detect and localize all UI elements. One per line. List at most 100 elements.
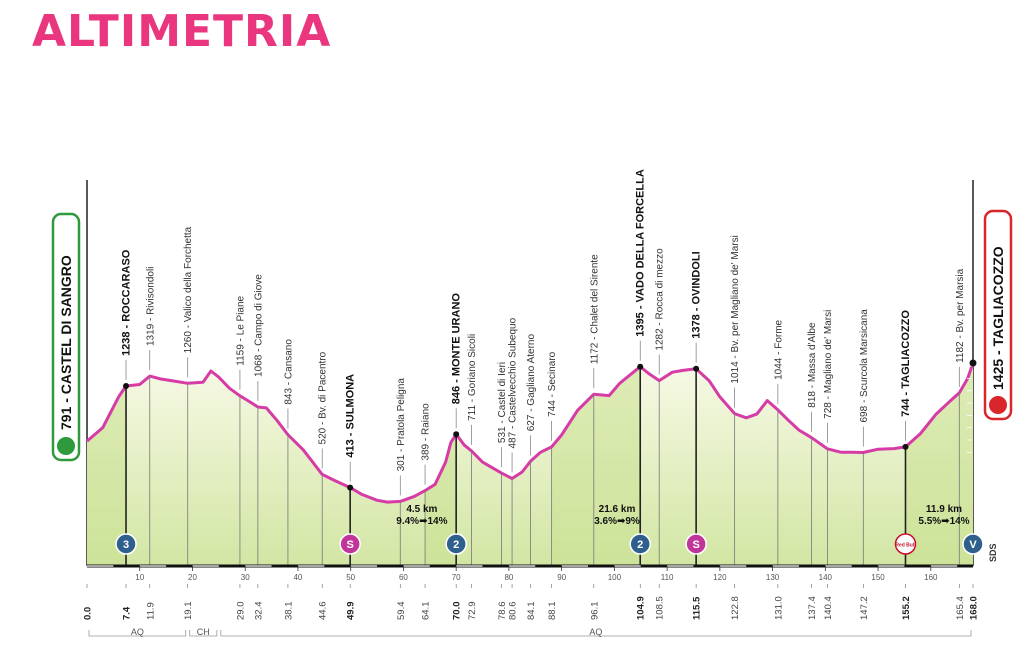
marker-dot [347, 484, 354, 491]
place-label: 1182 - Bv. per Marsia [955, 268, 966, 363]
place-label: 843 - Cansano [283, 339, 294, 405]
place-label: 1014 - Bv. per Magliano de' Marsi [730, 235, 741, 383]
gpm-badge-label: 2 [453, 539, 459, 551]
km-label: 147.2 [859, 596, 870, 620]
region-label: AQ [589, 627, 602, 637]
km-label: 44.6 [318, 602, 329, 621]
km-label: 19.1 [183, 602, 194, 621]
km-label: 84.1 [526, 602, 537, 621]
place-label: 1159 - Le Piane [235, 295, 246, 365]
bike-icon [57, 437, 75, 455]
climb-section-3 [905, 363, 973, 566]
place-label: 698 - Scurcola Marsicana [859, 309, 870, 423]
km-label: 137.4 [807, 596, 818, 620]
start-endpoint-label: 791 - CASTEL DI SANGRO [58, 255, 74, 430]
axis-tick-label: 30 [241, 573, 250, 582]
marker-dot [693, 365, 700, 372]
gpm-badge-icon [115, 533, 137, 555]
region-bracket [220, 630, 972, 637]
place-label: 728 - Magliano de' Marsi [823, 310, 834, 419]
km-label: 131.0 [773, 596, 784, 620]
climb-length-label: 21.6 km [599, 504, 636, 515]
km-label: 108.5 [655, 596, 666, 620]
km-label: 115.5 [692, 596, 703, 620]
km-label: 168.0 [969, 596, 980, 620]
place-label: 1172 - Chalet del Sirente [589, 254, 600, 364]
axis-tick-label: 20 [188, 573, 197, 582]
km-label: 80.6 [508, 602, 519, 621]
profile-area-layer [86, 180, 975, 566]
km-label: 29.0 [235, 602, 246, 621]
place-label: 711 - Goriano Sicoli [467, 334, 478, 421]
climb-section-0 [87, 386, 127, 566]
axis-tick-label: 160 [924, 573, 938, 582]
axis-tick-label: 80 [504, 573, 513, 582]
place-label: 520 - Bv. di Pacentro [318, 351, 329, 444]
place-label: 744 - TAGLIACOZZO [900, 310, 912, 417]
climb-length-label: 4.5 km [406, 504, 437, 515]
sprint-badge-label: S [692, 539, 699, 551]
start-endpoint: 791 - CASTEL DI SANGRO [51, 212, 81, 462]
km-label: 104.9 [636, 596, 647, 620]
km-label: 140.4 [823, 596, 834, 620]
axis-tick-label: 60 [399, 573, 408, 582]
badge-layer: 3 S 2 2 S Red Bull V 4.5 km9.4%➡14% 21.6 km3.6%➡… [115, 504, 984, 555]
place-label: 818 - Massa d'Albe [807, 322, 818, 408]
climb-section-2 [551, 366, 641, 566]
place-label: 301 - Pratola Peligna [396, 378, 407, 472]
climb-gradient-label: 5.5%➡14% [918, 516, 969, 527]
bike-icon [989, 396, 1007, 414]
marker-dot [637, 363, 644, 370]
page-title: ALTIMETRIA [32, 6, 332, 57]
finish-badge-icon [962, 533, 984, 555]
axis-tick-label: 110 [661, 573, 674, 582]
place-label: 846 - MONTE URANO [451, 293, 463, 405]
place-label: 413 - SULMONA [345, 374, 357, 458]
km-label: 70.0 [452, 602, 463, 621]
gpm-badge-icon [629, 533, 651, 555]
axis-tick-label: 10 [135, 573, 144, 582]
km-label: 78.6 [497, 602, 508, 621]
sprint-badge-label: S [346, 539, 353, 551]
region-bracket [189, 630, 218, 637]
km-label: 155.2 [901, 596, 912, 620]
km-label: 32.4 [253, 602, 264, 621]
axis-tick-label: 90 [557, 573, 566, 582]
finish-endpoint: 1425 - TAGLIACOZZO [983, 209, 1013, 421]
place-label: 1044 - Forme [773, 319, 784, 379]
finish-endpoint-label: 1425 - TAGLIACOZZO [990, 246, 1006, 390]
axis-tick-label: 140 [819, 573, 833, 582]
place-label: 389 - Raiano [421, 403, 432, 461]
km-label: 38.1 [283, 602, 294, 621]
place-label: 1238 - ROCCARASO [121, 249, 133, 356]
start-endpoint-frame [51, 212, 81, 462]
redbull-km-label: Red Bull [895, 543, 916, 549]
km-label: 122.8 [730, 596, 741, 620]
place-label: 1282 - Rocca di mezzo [655, 248, 666, 351]
place-label: 744 - Secinaro [547, 351, 558, 416]
sprint-badge-icon [339, 533, 361, 555]
climb-gradient-label: 9.4%➡14% [396, 516, 447, 527]
km-label: 165.4 [955, 596, 966, 620]
region-label: CH [197, 627, 210, 637]
km-label: 96.1 [589, 602, 600, 621]
finish-badge-label: V [969, 539, 977, 551]
place-label: 1068 - Campo di Giove [253, 274, 264, 377]
climb-section-1 [425, 434, 457, 566]
x-axis: 10 20 30 40 50 60 70 80 90 100 110 120 130 140 150 160 0… [83, 564, 980, 637]
marker-dot [902, 443, 909, 450]
climb-length-label: 11.9 km [926, 504, 962, 515]
finish-endpoint-frame [983, 209, 1013, 421]
region-bracket [88, 630, 187, 637]
axis-tick-label: 150 [871, 573, 885, 582]
place-label: 1260 - Valico della Forchetta [183, 226, 194, 353]
sds-label: SDS [988, 543, 998, 562]
profile-area [87, 363, 973, 566]
gpm-badge-label: 2 [637, 539, 643, 551]
place-label: 1378 - OVINDOLI [691, 251, 703, 338]
axis-tick-label: 50 [346, 573, 355, 582]
axis-tick-label: 100 [608, 573, 622, 582]
gpm-badge-icon [445, 533, 467, 555]
axis-tick-label: 70 [452, 573, 461, 582]
